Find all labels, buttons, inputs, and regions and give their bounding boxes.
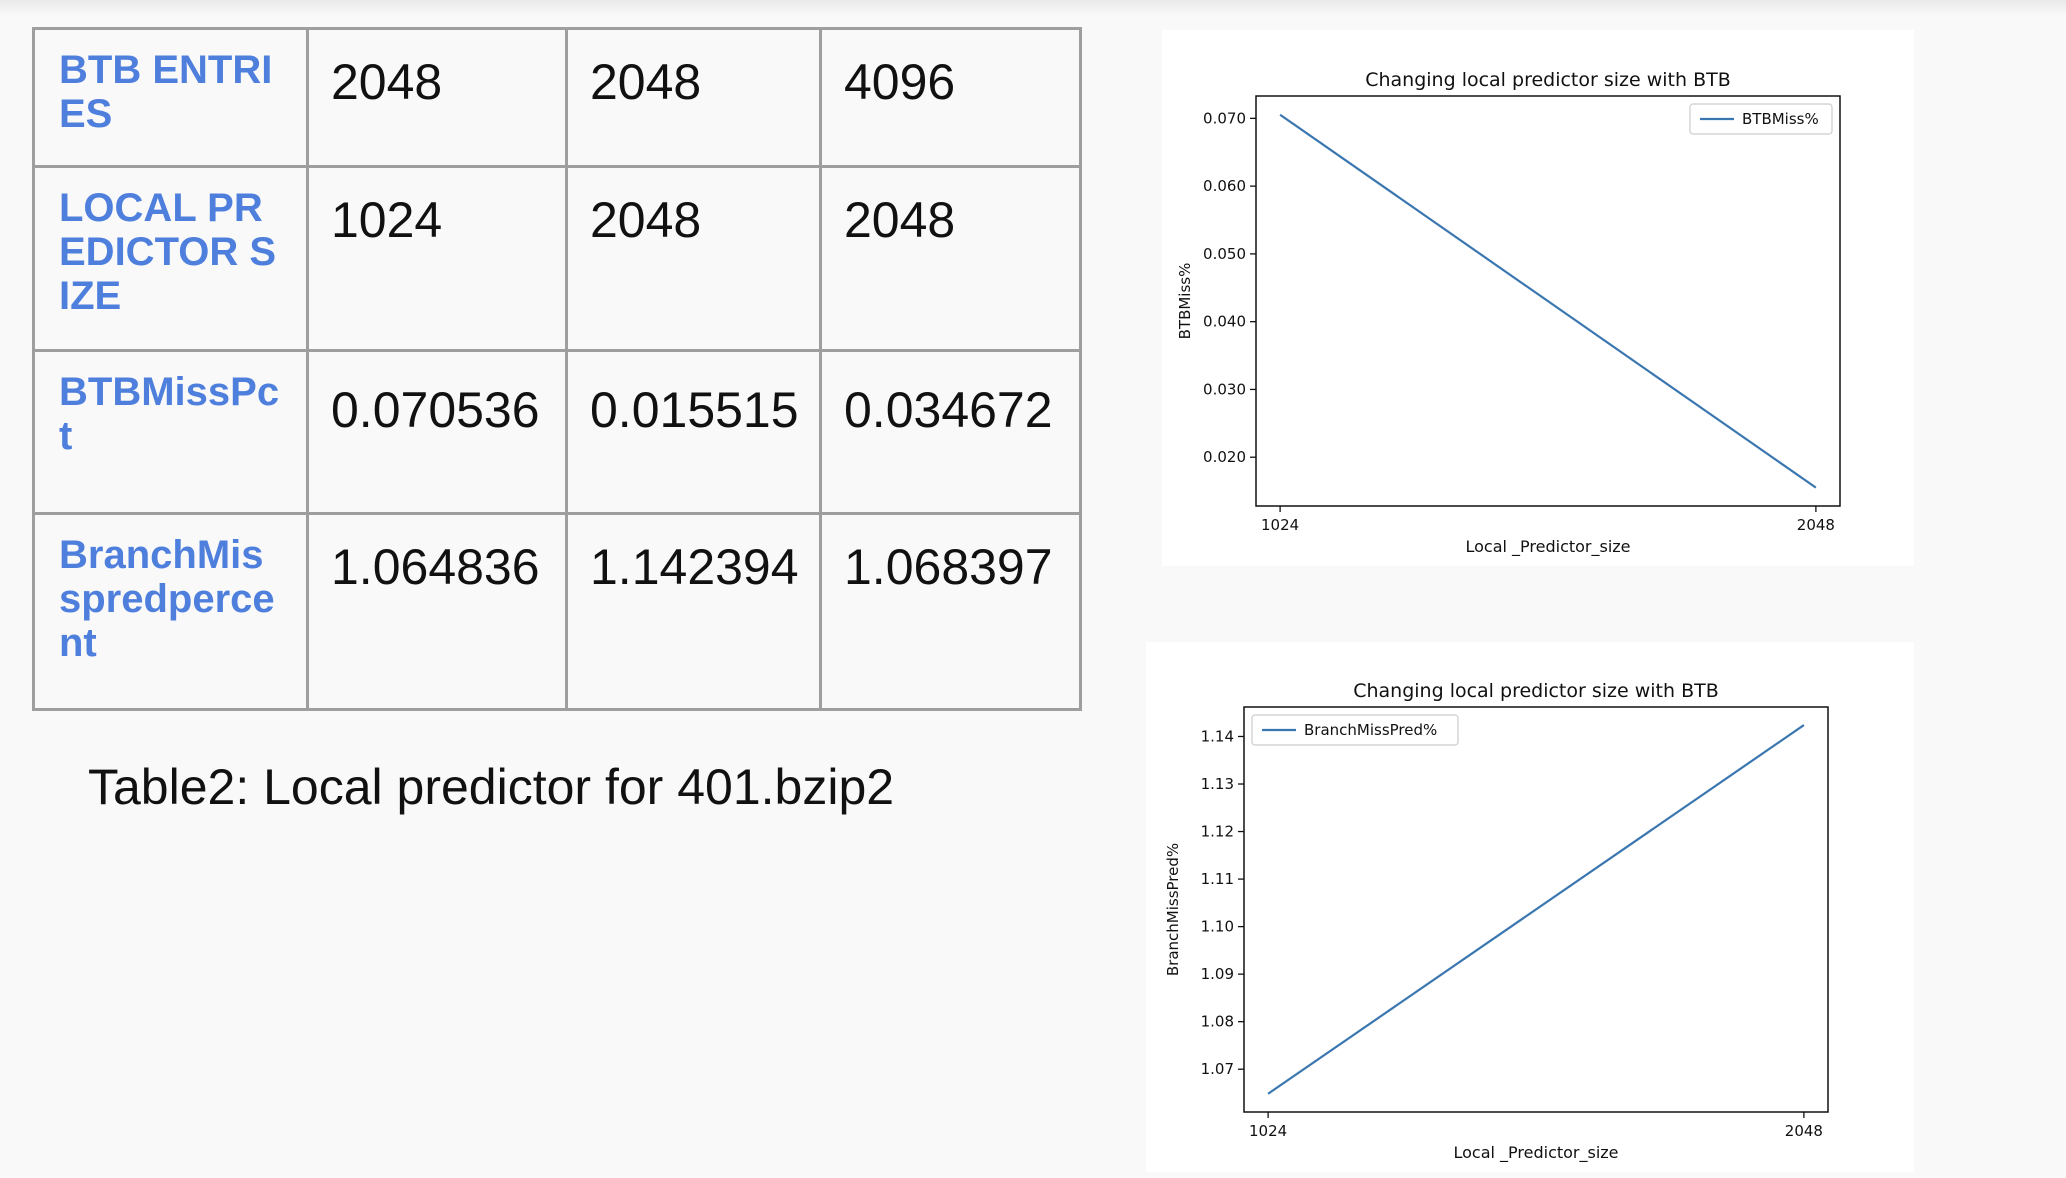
row-header: BTBMissPct — [32, 349, 309, 515]
y-tick-label: 1.13 — [1201, 775, 1234, 793]
legend-label: BranchMissPred% — [1304, 721, 1437, 739]
table-cell: 1.142394 — [565, 512, 822, 711]
plot-frame — [1255, 95, 1841, 507]
table-row: BTB ENTRIES 2048 2048 4096 — [32, 27, 1082, 168]
x-axis-label: Local _Predictor_size — [1453, 1143, 1618, 1163]
y-tick-label: 0.070 — [1203, 109, 1246, 127]
x-tick-label: 1024 — [1249, 1122, 1287, 1140]
x-axis-label: Local _Predictor_size — [1465, 537, 1630, 557]
table-cell: 0.034672 — [819, 349, 1082, 515]
table-cell: 1024 — [306, 165, 568, 352]
table-cell: 2048 — [565, 27, 822, 168]
chart-panel-branch-mispred: Changing local predictor size with BTB 1.… — [1146, 642, 1914, 1172]
y-tick-label: 1.12 — [1201, 823, 1234, 841]
series-line — [1279, 113, 1817, 489]
legend-box — [1689, 103, 1833, 135]
results-table: BTB ENTRIES 2048 2048 4096 LOCAL PREDICT… — [32, 27, 1082, 711]
table-row: LOCAL PREDICTOR SIZE 1024 2048 2048 — [32, 165, 1082, 352]
y-tick-label: 1.11 — [1201, 870, 1234, 888]
row-header: LOCAL PREDICTOR SIZE — [32, 165, 309, 352]
y-tick-label: 0.040 — [1203, 313, 1246, 331]
top-shadow-bar — [0, 0, 2066, 16]
y-axis-label: BTBMiss% — [1176, 263, 1194, 340]
legend-box — [1251, 714, 1459, 746]
y-axis-label: BranchMissPred% — [1164, 843, 1182, 976]
chart-title: Changing local predictor size with BTB — [1353, 680, 1719, 702]
branch-mispred-chart: Changing local predictor size with BTB 1.… — [1164, 680, 1829, 1163]
chart-panel-btb-miss: Changing local predictor size with BTB 0.… — [1162, 30, 1914, 566]
series-line — [1267, 724, 1805, 1095]
btb-miss-chart: Changing local predictor size with BTB 0.… — [1176, 69, 1841, 557]
table-cell: 4096 — [819, 27, 1082, 168]
table-cell: 1.064836 — [306, 512, 568, 711]
y-tick-label: 0.020 — [1203, 448, 1246, 466]
legend-label: BTBMiss% — [1742, 110, 1819, 128]
y-tick-label: 1.08 — [1201, 1013, 1234, 1031]
table-cell: 1.068397 — [819, 512, 1082, 711]
table-row: BTBMissPct 0.070536 0.015515 0.034672 — [32, 349, 1082, 515]
y-tick-label: 1.09 — [1201, 965, 1234, 983]
chart-title: Changing local predictor size with BTB — [1365, 69, 1731, 91]
table-caption: Table2: Local predictor for 401.bzip2 — [88, 759, 895, 815]
table-cell: 0.015515 — [565, 349, 822, 515]
y-tick-label: 0.060 — [1203, 177, 1246, 195]
table-cell: 2048 — [565, 165, 822, 352]
y-tick-label: 0.030 — [1203, 380, 1246, 398]
row-header: BTB ENTRIES — [32, 27, 309, 168]
table-cell: 2048 — [819, 165, 1082, 352]
x-tick-label: 2048 — [1797, 516, 1835, 534]
y-tick-label: 1.07 — [1201, 1060, 1234, 1078]
y-tick-label: 0.050 — [1203, 245, 1246, 263]
table-cell: 2048 — [306, 27, 568, 168]
x-tick-label: 2048 — [1785, 1122, 1823, 1140]
plot-frame — [1243, 706, 1829, 1113]
table-cell: 0.070536 — [306, 349, 568, 515]
table-row: BranchMisspredpercent 1.064836 1.142394 … — [32, 512, 1082, 711]
y-tick-label: 1.10 — [1201, 918, 1234, 936]
y-tick-label: 1.14 — [1201, 727, 1234, 745]
row-header: BranchMisspredpercent — [32, 512, 309, 711]
x-tick-label: 1024 — [1261, 516, 1299, 534]
